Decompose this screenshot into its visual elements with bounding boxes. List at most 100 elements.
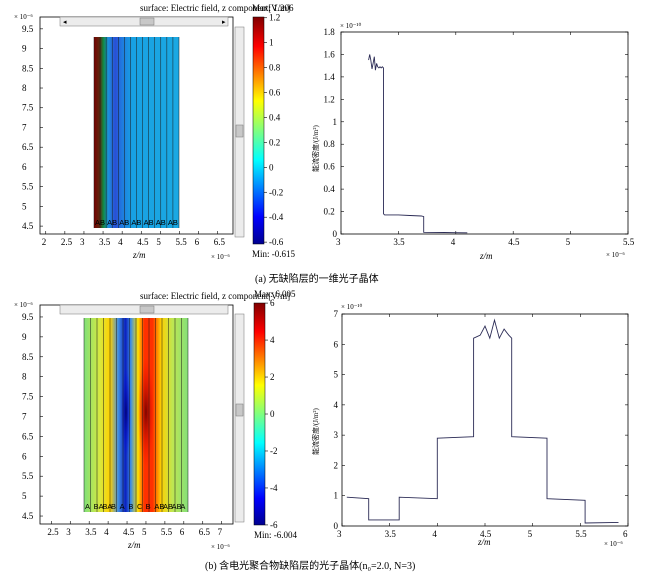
y-axis-label-line-a: 能流密度/(J/m²) [311,125,320,172]
y-tick-label: 1.8 [324,27,336,37]
x-tick-label: 5.5 [623,237,635,247]
v-scroll-thumb-b[interactable] [235,403,244,417]
y-tick-label: 3 [334,430,339,440]
y-axis-label-line-b: 能流密度/(J/m²) [311,408,320,455]
y-tick-label: 4.5 [22,221,34,231]
layer-label: A [180,502,185,511]
y-tick-label: 6.5 [22,431,34,441]
heatmap-b-title: surface: Electric field, z component[V/m… [140,291,290,301]
y-exponent-line-b: × 10⁻¹⁰ [341,303,362,311]
y-tick-label: 7 [22,122,27,132]
x-tick-label: 3 [337,529,342,539]
colorbar-tick-label: 0.4 [269,112,281,122]
layer-boundaries-a: AB AB AB AB AB AB AB [93,37,180,228]
colorbar-b [253,302,266,526]
x-tick-label: 4.5 [480,529,492,539]
y-ticks-b: 4.5 5 5.5 6 6.5 7 7.5 8 8.5 9 9.5 [22,312,43,521]
x-tick-label: 4 [104,527,109,537]
x-ticks-b: 2.5 3 3.5 4 4.5 5 5.5 6 6.5 7 [47,521,223,537]
y-tick-label: 5.5 [22,182,34,192]
layer-label: BA [102,502,112,511]
layer-label: A [120,502,125,511]
x-tick-label: 3.5 [99,237,111,247]
y-tick-label: 9 [22,44,27,54]
colorbar-a [252,16,265,245]
colorbar-tick-label: 1 [269,38,274,48]
field-maximum-b [138,357,154,467]
scroll-thumb-b[interactable] [139,305,155,314]
y-tick-label: 7.5 [22,392,34,402]
x-exponent-line-a: × 10⁻⁶ [606,251,625,259]
y-tick-label: 1 [333,117,338,127]
v-scroll-thumb-a[interactable] [235,124,244,138]
x-tick-label: 3 [80,237,85,247]
y-tick-label: 5 [334,370,339,380]
colorbar-tick-label: 0.2 [269,137,280,147]
x-tick-label: 6 [195,237,200,247]
layer-label: AB [156,218,166,227]
x-axis-label-a: z/m [132,250,146,260]
y-tick-label: 0 [333,229,338,239]
colorbar-tick-label: -4 [270,483,278,493]
scroll-thumb-a[interactable] [139,17,155,26]
colorbar-tick-label: 6 [270,298,275,308]
lineplot-b-axes: 3 3.5 4 4.5 5 5.5 6 0 1 2 3 4 5 6 7 [334,309,629,539]
y-tick-label: 7 [22,411,27,421]
layer-label: AB [154,502,164,511]
panel-b-lineplot: 3 3.5 4 4.5 5 5.5 6 0 1 2 3 4 5 6 7 × 10⁻¹⁰ × 10⁻⁶ z/m… [311,303,629,548]
x-tick-label: 6.5 [199,527,211,537]
vertical-scrollbar-b[interactable] [234,313,245,523]
panel-a-heatmap: surface: Electric field, z component[V/m… [14,3,296,261]
y-ticks-a: 4.5 5 5.5 6 6.5 7 7.5 8 8.5 9 9.5 [22,24,43,231]
x-exponent-line-b: × 10⁻⁶ [604,540,623,548]
layer-label: AB [144,218,154,227]
colorbar-b-max: Max: 6.005 [254,289,296,299]
scroll-left-arrow-icon[interactable]: ◂ [63,18,67,26]
layer-label: AB [172,502,182,511]
layer-label: AB [131,218,141,227]
colorbar-tick-label: 0 [270,409,275,419]
y-tick-label: 5 [22,201,27,211]
x-tick-label: 4 [451,237,456,247]
x-axis-label-line-b: z/m [477,537,491,547]
y-tick-label: 8 [22,372,27,382]
x-tick-label: 5.5 [175,237,187,247]
layer-label: A [85,502,90,511]
colorbar-tick-label: -0.4 [269,212,284,222]
x-tick-label: 7 [218,527,223,537]
colorbar-tick-label: 0.8 [269,63,281,73]
y-tick-label: 9 [22,332,27,342]
x-axis-label-b: z/m [127,540,141,550]
layer-label: AB [119,218,129,227]
colorbar-tick-label: -0.6 [269,237,284,247]
layer-label: AB [163,502,173,511]
x-tick-label: 4.5 [123,527,135,537]
field-minimum-b [121,367,131,457]
colorbar-tick-label: -0.2 [269,187,283,197]
y-tick-label: 0.8 [324,139,336,149]
x-exponent-b: × 10⁻⁶ [211,543,230,551]
x-tick-label: 6 [623,529,628,539]
x-tick-label: 4.5 [137,237,149,247]
layer-label: B [111,502,116,511]
y-tick-label: 8.5 [22,352,34,362]
y-tick-label: 8 [22,83,27,93]
colorbar-tick-label: -2 [270,446,278,456]
layer-label: B [146,502,151,511]
x-exponent-a: × 10⁻⁶ [211,253,230,261]
y-tick-label: 0 [334,521,339,531]
scroll-right-arrow-icon[interactable]: ▸ [222,18,226,26]
x-tick-label: 2.5 [47,527,59,537]
y-tick-label: 0.2 [324,207,335,217]
x-tick-label: 3.5 [385,529,397,539]
y-tick-label: 5 [22,491,27,501]
y-tick-label: 8.5 [22,63,34,73]
x-tick-label: 3.5 [393,237,405,247]
y-tick-label: 1.4 [324,72,336,82]
y-tick-label: 9.5 [22,312,34,322]
x-tick-label: 5.5 [575,529,587,539]
caption-a: (a) 无缺陷层的一维光子晶体 [255,272,379,285]
colorbar-b-ticks: 6 4 2 0 -2 -4 -6 [265,298,278,530]
x-axis-label-line-a: z/m [479,251,493,261]
lineplot-b-frame [341,313,629,527]
